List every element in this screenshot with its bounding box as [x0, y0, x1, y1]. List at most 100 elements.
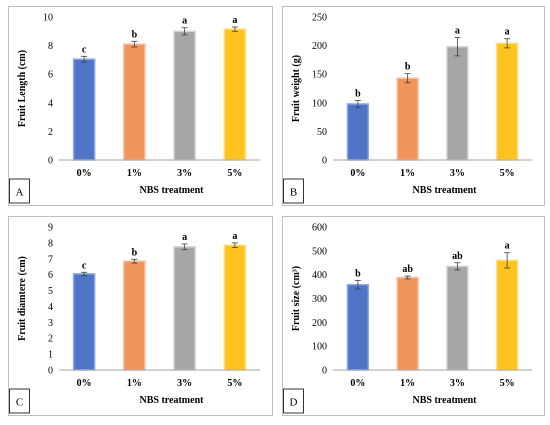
chart-a-category-label: 5%	[227, 168, 242, 179]
chart-b-bar	[346, 103, 370, 161]
chart-a-ytick-label: 6	[48, 70, 53, 81]
chart-a-x-axis-title: NBS treatment	[140, 185, 205, 196]
svg-text:C: C	[16, 397, 23, 409]
chart-c-panel-tag: C	[9, 388, 30, 414]
chart-c-ytick-label: 1	[48, 350, 53, 361]
chart-a-category-label: 1%	[127, 168, 142, 179]
chart-b-panel-tag: B	[283, 178, 304, 204]
chart-d-svg: 0 100 200 300 400 500 600 b 0% ab 1% ab 3% a 5% NBS tre…	[283, 223, 532, 414]
chart-c-ytick-label: 2	[48, 334, 53, 345]
chart-d-bar	[446, 265, 469, 371]
chart-b-ytick-label: 100	[312, 98, 327, 109]
svg-text:A: A	[16, 187, 24, 199]
chart-d-category-label: 3%	[450, 378, 465, 389]
chart-d-bar	[346, 283, 370, 371]
chart-a-category-label: 3%	[177, 168, 192, 179]
chart-b-bar	[396, 77, 419, 161]
chart-d-error-bar	[354, 279, 361, 290]
chart-b-category-label: 5%	[500, 168, 515, 179]
chart-c-ytick-label: 8	[48, 238, 53, 249]
chart-a-bar	[72, 58, 96, 161]
chart-c-bar	[72, 273, 96, 371]
chart-d-significance-label: b	[355, 268, 361, 279]
chart-a-ytick-label: 2	[48, 127, 53, 138]
chart-b-ytick-label: 50	[317, 127, 327, 138]
chart-a-svg: 0 2 4 6 8 10 c 0% b 1% a 3% a 5% NBS treatment Fruit Le…	[9, 13, 260, 204]
chart-b-significance-label: a	[455, 26, 460, 37]
chart-b-category-label: 0%	[350, 168, 365, 179]
chart-b-ytick-label: 150	[312, 70, 327, 81]
chart-d-category-label: 0%	[350, 378, 365, 389]
chart-c-x-axis-title: NBS treatment	[140, 395, 205, 406]
chart-d-x-axis-title: NBS treatment	[413, 395, 478, 406]
chart-d-significance-label: a	[505, 241, 510, 252]
chart-a-bar	[123, 43, 146, 161]
chart-d-ytick-label: 200	[312, 318, 327, 329]
chart-a-error-bar	[81, 55, 88, 63]
chart-d-ytick-label: 0	[322, 366, 327, 377]
chart-b-error-bar	[354, 100, 361, 108]
svg-text:D: D	[290, 397, 298, 409]
chart-b-bar	[495, 42, 519, 161]
chart-d-category-label: 1%	[400, 378, 415, 389]
svg-text:B: B	[290, 187, 297, 199]
chart-b-ytick-label: 0	[322, 156, 327, 167]
chart-a-bar	[223, 28, 247, 161]
chart-c-error-bar	[231, 242, 238, 249]
chart-c-error-bar	[131, 258, 138, 264]
chart-d-ytick-label: 100	[312, 342, 327, 353]
chart-c-significance-label: a	[182, 232, 187, 243]
chart-d-error-bar	[454, 262, 461, 271]
chart-d-ytick-label: 500	[312, 246, 327, 257]
chart-b-category-label: 1%	[400, 168, 415, 179]
chart-c-ytick-label: 9	[48, 223, 53, 234]
chart-c-ytick-label: 3	[48, 318, 53, 329]
chart-a-error-bar	[231, 26, 238, 32]
chart-c-error-bar	[181, 243, 188, 251]
chart-b-svg: 0 50 100 150 200 250 b 0% b 1% a 3% a 5% NBS treatment…	[283, 13, 532, 204]
chart-b-bar	[446, 45, 469, 161]
chart-b-error-bar	[404, 73, 411, 84]
chart-a-y-axis-title: Fruit Length (cm)	[17, 50, 28, 127]
chart-a-ytick-label: 4	[48, 98, 53, 109]
chart-c-ytick-label: 6	[48, 270, 53, 281]
chart-d-ytick-label: 400	[312, 270, 327, 281]
chart-b-category-label: 3%	[450, 168, 465, 179]
chart-b-error-bar	[454, 37, 461, 57]
chart-d-significance-label: ab	[452, 251, 463, 262]
chart-c-significance-label: c	[82, 260, 87, 271]
chart-panel-c: 0 1 2 3 4 5 6 7 8 9 c 0% b 1% a 3% a 5% NBS treatment Fruit…	[8, 216, 273, 416]
chart-c-ytick-label: 7	[48, 254, 53, 265]
chart-a-category-label: 0%	[77, 168, 92, 179]
chart-a-ytick-label: 0	[48, 156, 53, 167]
chart-c-ytick-label: 4	[48, 302, 53, 313]
chart-b-error-bar	[504, 38, 511, 49]
chart-c-ytick-label: 5	[48, 286, 53, 297]
chart-d-ytick-label: 300	[312, 294, 327, 305]
chart-a-error-bar	[181, 27, 188, 36]
chart-d-error-bar	[404, 275, 411, 280]
chart-c-significance-label: a	[232, 231, 237, 242]
chart-c-category-label: 3%	[177, 378, 192, 389]
chart-c-ytick-label: 0	[48, 366, 53, 377]
chart-d-error-bar	[504, 252, 511, 269]
chart-c-bar	[123, 260, 146, 371]
chart-d-significance-label: ab	[402, 264, 413, 275]
chart-c-category-label: 0%	[77, 378, 92, 389]
chart-b-significance-label: a	[505, 27, 510, 38]
chart-panel-a: 0 2 4 6 8 10 c 0% b 1% a 3% a 5% NBS treatment Fruit Le…	[8, 6, 273, 206]
chart-panel-d: 0 100 200 300 400 500 600 b 0% ab 1% ab 3% a 5% NBS tre…	[282, 216, 545, 416]
chart-b-ytick-label: 250	[312, 13, 327, 24]
chart-b-significance-label: b	[405, 62, 411, 73]
chart-c-svg: 0 1 2 3 4 5 6 7 8 9 c 0% b 1% a 3% a 5% NBS treatment Fruit…	[9, 223, 260, 414]
chart-b-significance-label: b	[355, 89, 361, 100]
chart-panel-b: 0 50 100 150 200 250 b 0% b 1% a 3% a 5% NBS treatment…	[282, 6, 545, 206]
chart-b-y-axis-title: Fruit weight (g)	[291, 55, 302, 122]
chart-c-bar	[223, 244, 247, 371]
chart-c-y-axis-title: Fruit diamtere (cm)	[17, 256, 28, 341]
chart-a-significance-label: b	[132, 29, 138, 40]
chart-d-bar	[495, 259, 519, 371]
chart-c-significance-label: b	[132, 247, 138, 258]
chart-a-significance-label: a	[232, 15, 237, 26]
chart-a-significance-label: a	[182, 16, 187, 27]
